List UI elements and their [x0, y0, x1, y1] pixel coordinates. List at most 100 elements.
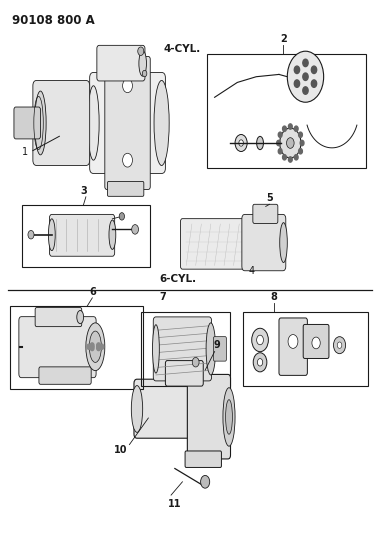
Text: 5: 5 [266, 193, 273, 203]
Circle shape [123, 154, 133, 167]
Text: 2: 2 [280, 34, 287, 44]
Ellipse shape [154, 80, 169, 165]
Text: 11: 11 [168, 499, 182, 510]
Bar [22, 205, 150, 266]
Bar [243, 312, 368, 386]
Ellipse shape [223, 387, 235, 446]
Circle shape [294, 155, 298, 160]
Circle shape [123, 79, 133, 93]
Circle shape [142, 70, 147, 77]
Circle shape [138, 47, 144, 55]
Circle shape [288, 335, 298, 349]
Ellipse shape [86, 323, 105, 370]
Circle shape [132, 224, 138, 234]
FancyBboxPatch shape [19, 317, 96, 378]
FancyBboxPatch shape [134, 379, 201, 438]
Bar [10, 306, 142, 389]
Circle shape [90, 345, 94, 351]
Circle shape [277, 140, 280, 146]
Text: 6: 6 [89, 287, 96, 297]
Ellipse shape [109, 220, 116, 249]
Circle shape [278, 132, 282, 138]
Circle shape [294, 126, 298, 132]
FancyBboxPatch shape [153, 317, 212, 381]
Circle shape [294, 80, 299, 87]
FancyBboxPatch shape [187, 374, 231, 459]
Text: 10: 10 [114, 445, 128, 455]
Circle shape [201, 475, 210, 488]
Ellipse shape [88, 86, 99, 160]
FancyBboxPatch shape [279, 318, 307, 375]
Circle shape [334, 337, 345, 354]
FancyBboxPatch shape [242, 214, 286, 271]
Ellipse shape [77, 311, 84, 324]
Circle shape [283, 126, 287, 132]
Bar [207, 54, 366, 168]
Circle shape [235, 134, 247, 151]
FancyBboxPatch shape [185, 451, 222, 467]
Circle shape [288, 157, 292, 162]
Ellipse shape [206, 323, 215, 375]
Circle shape [97, 343, 100, 348]
FancyBboxPatch shape [105, 56, 150, 189]
FancyBboxPatch shape [39, 367, 91, 384]
FancyBboxPatch shape [108, 181, 144, 196]
FancyBboxPatch shape [49, 214, 115, 256]
Bar [141, 312, 230, 386]
Circle shape [253, 353, 267, 372]
Circle shape [87, 344, 91, 350]
Circle shape [192, 358, 199, 367]
Circle shape [303, 87, 308, 94]
Circle shape [337, 342, 342, 349]
Circle shape [97, 345, 100, 351]
Circle shape [100, 344, 104, 350]
Circle shape [28, 230, 34, 239]
Circle shape [239, 140, 243, 146]
FancyBboxPatch shape [180, 219, 252, 269]
FancyBboxPatch shape [214, 337, 226, 361]
FancyBboxPatch shape [33, 80, 90, 165]
Ellipse shape [131, 385, 142, 432]
Text: 4-CYL.: 4-CYL. [163, 44, 201, 54]
Text: 4: 4 [249, 266, 255, 277]
Circle shape [252, 328, 268, 352]
Text: 8: 8 [271, 292, 278, 302]
FancyBboxPatch shape [253, 204, 278, 223]
Ellipse shape [48, 219, 55, 251]
FancyBboxPatch shape [90, 72, 165, 173]
Circle shape [311, 80, 317, 87]
Ellipse shape [226, 400, 233, 434]
Circle shape [299, 149, 302, 154]
FancyBboxPatch shape [14, 107, 40, 139]
Text: 6-CYL.: 6-CYL. [160, 274, 197, 284]
Circle shape [299, 132, 302, 138]
Ellipse shape [35, 91, 46, 155]
Ellipse shape [280, 223, 287, 263]
Circle shape [119, 213, 125, 220]
Circle shape [312, 337, 320, 349]
Ellipse shape [89, 331, 101, 362]
Circle shape [278, 149, 282, 154]
FancyBboxPatch shape [97, 45, 145, 81]
Circle shape [90, 343, 94, 348]
Ellipse shape [139, 51, 146, 76]
Ellipse shape [256, 136, 263, 150]
Circle shape [300, 140, 304, 146]
Text: 9: 9 [213, 340, 220, 350]
Circle shape [280, 128, 301, 158]
Circle shape [283, 155, 287, 160]
FancyBboxPatch shape [303, 325, 329, 359]
Circle shape [256, 335, 263, 345]
Ellipse shape [152, 325, 159, 373]
Circle shape [311, 66, 317, 74]
FancyBboxPatch shape [35, 308, 82, 327]
Circle shape [303, 73, 308, 80]
Circle shape [288, 124, 292, 129]
Text: 1: 1 [22, 147, 28, 157]
Circle shape [287, 138, 294, 148]
Circle shape [287, 51, 324, 102]
Text: 7: 7 [160, 292, 166, 302]
Circle shape [303, 59, 308, 67]
Text: 90108 800 A: 90108 800 A [12, 14, 95, 27]
Circle shape [294, 66, 299, 74]
